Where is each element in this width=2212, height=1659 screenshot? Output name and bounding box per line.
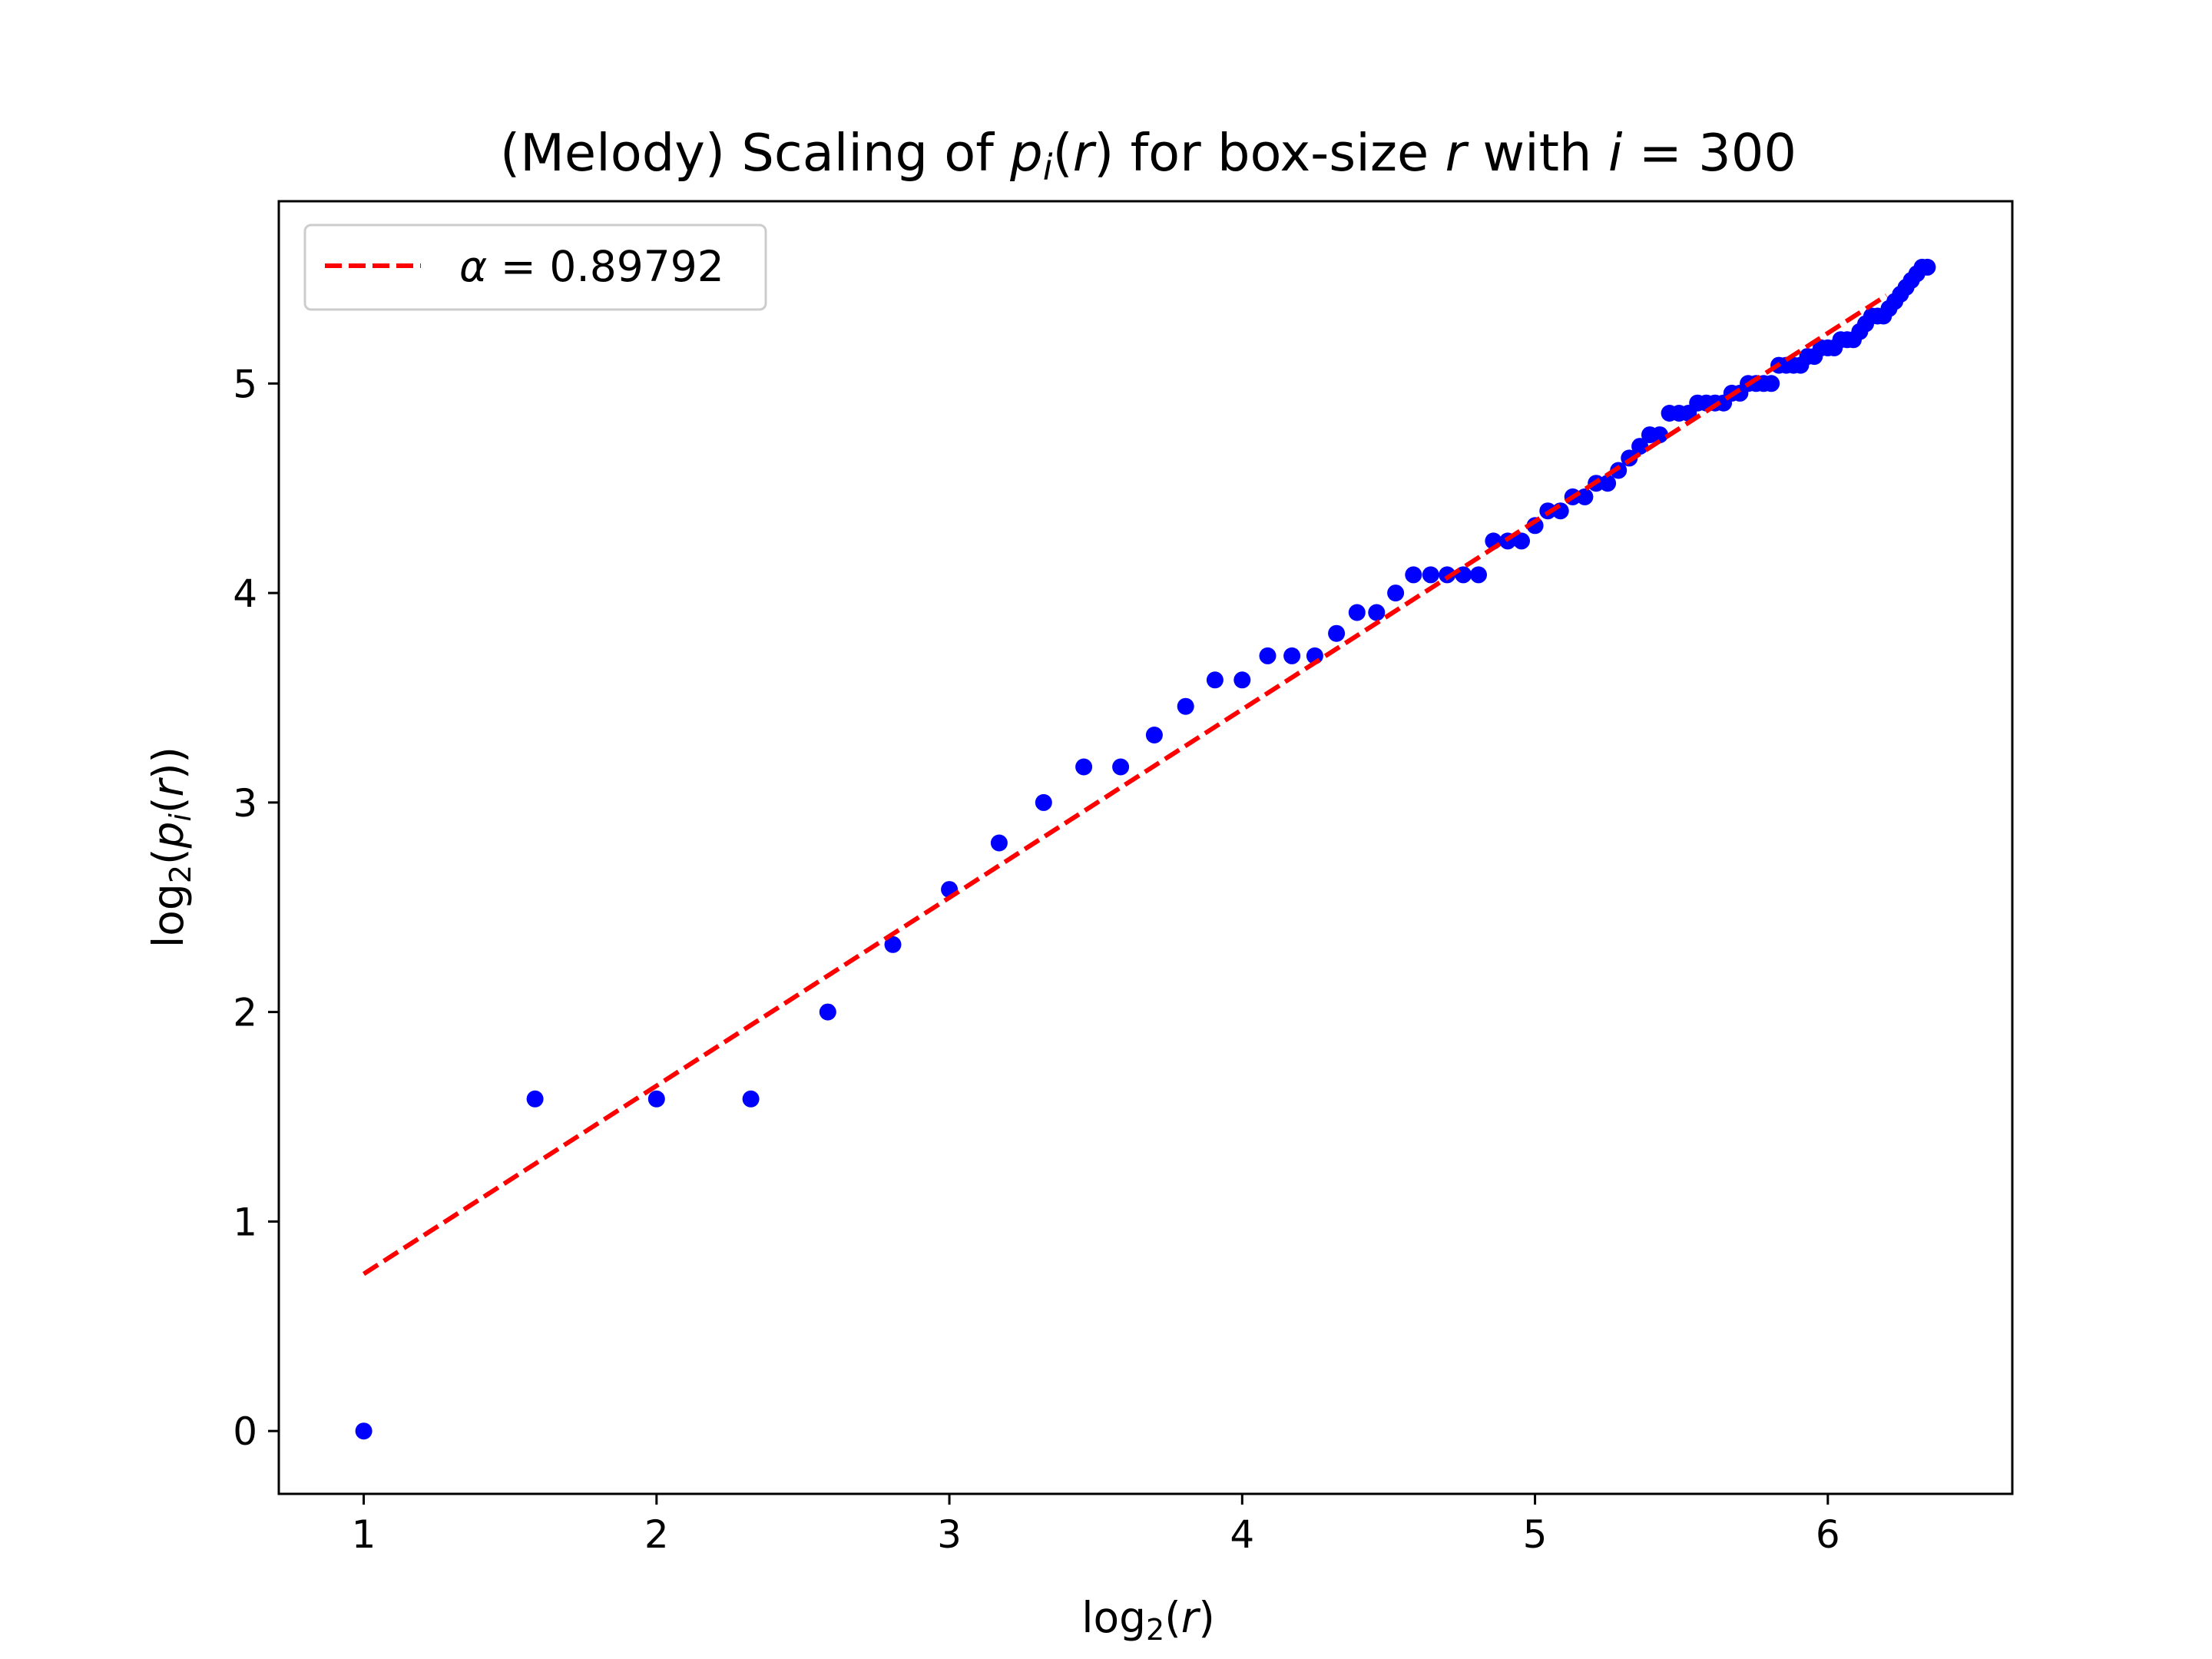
x-tick-label: 6 [1816,1512,1840,1557]
y-tick-label: 3 [233,781,257,826]
y-tick-label: 0 [233,1409,257,1454]
data-point [1651,426,1668,444]
y-axis-ticks: 0 1 2 3 4 5 [233,362,279,1454]
legend: α = 0.89792 [303,224,767,311]
data-point [1259,647,1277,664]
data-point [1145,727,1163,743]
fit-line [362,293,1888,1277]
data-point [1763,375,1780,392]
y-axis-label: log2(pi(r)) [144,747,197,948]
y-tick-label: 4 [233,571,257,616]
data-point [1631,438,1649,455]
data-point [742,1090,760,1108]
data-point [526,1090,544,1108]
data-point [990,834,1008,852]
data-point [355,1422,373,1440]
x-tick-label: 2 [644,1512,669,1557]
chart-title: (Melody) Scaling of pi(r) for box-size r… [500,123,1796,188]
data-point [1035,793,1052,811]
plot-area [279,201,2012,1494]
x-tick-label: 3 [937,1512,962,1557]
x-tick-label: 1 [352,1512,376,1557]
data-point [1439,566,1456,584]
data-point [1919,258,1936,276]
data-point [884,935,902,953]
y-tick-label: 1 [233,1200,257,1244]
y-tick-label: 5 [233,362,257,406]
data-point [1348,604,1366,621]
data-point [1368,604,1386,621]
data-point [819,1003,836,1021]
data-point [1075,758,1093,776]
data-point [1387,584,1405,602]
axes-frame [277,200,2014,1495]
legend-label: α = 0.89792 [459,242,724,291]
data-point [1599,475,1617,492]
data-point [1610,462,1628,479]
data-point [1513,532,1530,550]
data-point [1112,758,1130,776]
data-point [1405,566,1422,584]
data-point [1328,624,1346,642]
series-layer [355,258,1936,1440]
data-point [1206,671,1224,689]
data-point [1233,671,1251,689]
y-tick-label: 2 [233,991,257,1035]
data-point [1422,566,1439,584]
data-point [1576,488,1594,505]
data-point [1177,697,1194,715]
x-tick-label: 5 [1523,1512,1548,1557]
data-point [1470,566,1487,584]
x-axis-ticks: 1 2 3 4 5 6 [352,1494,1840,1557]
data-point [647,1090,665,1108]
x-tick-label: 4 [1230,1512,1254,1557]
data-point [1283,647,1301,664]
legend-box [303,224,767,311]
x-axis-label: log2(r) [1081,1593,1215,1647]
